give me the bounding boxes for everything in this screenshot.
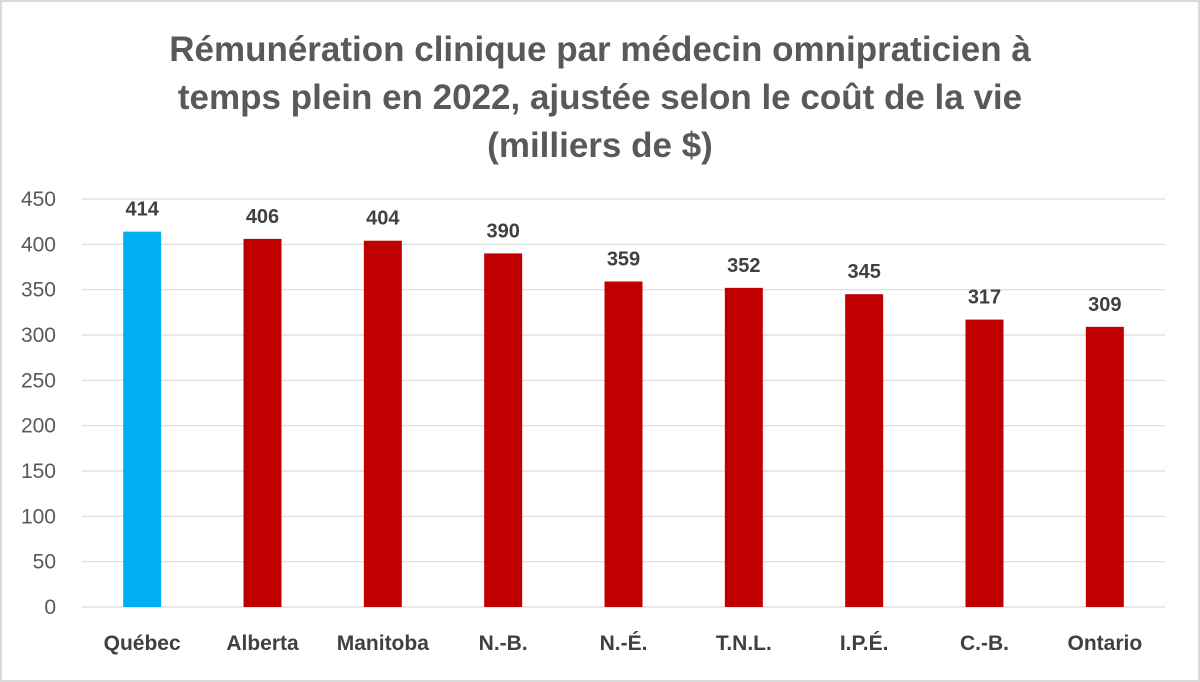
x-category-label: Manitoba bbox=[337, 632, 429, 655]
data-label: 345 bbox=[847, 261, 880, 283]
x-category-label: Québec bbox=[104, 632, 181, 655]
x-category-label: C.-B. bbox=[960, 632, 1009, 655]
data-label: 414 bbox=[125, 199, 159, 221]
y-axis-ticks: 0 50 100 150 200 250 300 350 400 450 bbox=[21, 188, 56, 619]
bar bbox=[1085, 326, 1124, 607]
y-tick-label: 200 bbox=[21, 415, 56, 438]
data-label: 406 bbox=[246, 206, 279, 228]
bar bbox=[965, 319, 1004, 607]
x-axis-categories: Québec Alberta Manitoba N.-B. N.-É. T.N.L. I.P… bbox=[104, 632, 1143, 655]
y-tick-label: 250 bbox=[21, 369, 56, 392]
y-tick-label: 400 bbox=[21, 233, 56, 256]
bar bbox=[363, 240, 402, 607]
x-category-label: Alberta bbox=[226, 632, 299, 655]
y-tick-label: 350 bbox=[21, 279, 56, 302]
x-category-label: Ontario bbox=[1067, 632, 1142, 655]
bar bbox=[484, 253, 523, 607]
y-tick-label: 150 bbox=[21, 460, 56, 483]
bar bbox=[724, 287, 763, 607]
data-label: 390 bbox=[486, 220, 519, 242]
chart-title-line-2: temps plein en 2022, ajustée selon le co… bbox=[177, 78, 1023, 117]
y-tick-label: 100 bbox=[21, 505, 56, 528]
data-label: 359 bbox=[607, 249, 640, 271]
x-category-label: N.-B. bbox=[479, 632, 528, 655]
y-tick-label: 50 bbox=[33, 551, 56, 574]
data-label: 309 bbox=[1088, 294, 1121, 316]
x-category-label: N.-É. bbox=[600, 632, 648, 655]
bar bbox=[243, 238, 282, 608]
bar bbox=[604, 281, 643, 607]
data-labels: 414 406 404 390 359 352 345 317 309 bbox=[125, 199, 1121, 316]
y-tick-label: 300 bbox=[21, 324, 56, 347]
bars bbox=[123, 231, 1124, 608]
bar bbox=[845, 294, 884, 607]
data-label: 404 bbox=[366, 208, 400, 230]
chart-title-line-1: Rémunération clinique par médecin omnipr… bbox=[169, 30, 1031, 69]
chart-title: Rémunération clinique par médecin omnipr… bbox=[0, 26, 1200, 170]
data-label: 352 bbox=[727, 255, 760, 277]
y-tick-label: 450 bbox=[21, 188, 56, 211]
x-category-label: I.P.É. bbox=[840, 632, 889, 655]
chart-title-line-3: (milliers de $) bbox=[487, 126, 713, 165]
bar bbox=[123, 231, 162, 607]
data-label: 317 bbox=[968, 287, 1001, 309]
x-category-label: T.N.L. bbox=[716, 632, 772, 655]
y-tick-label: 0 bbox=[44, 596, 56, 619]
